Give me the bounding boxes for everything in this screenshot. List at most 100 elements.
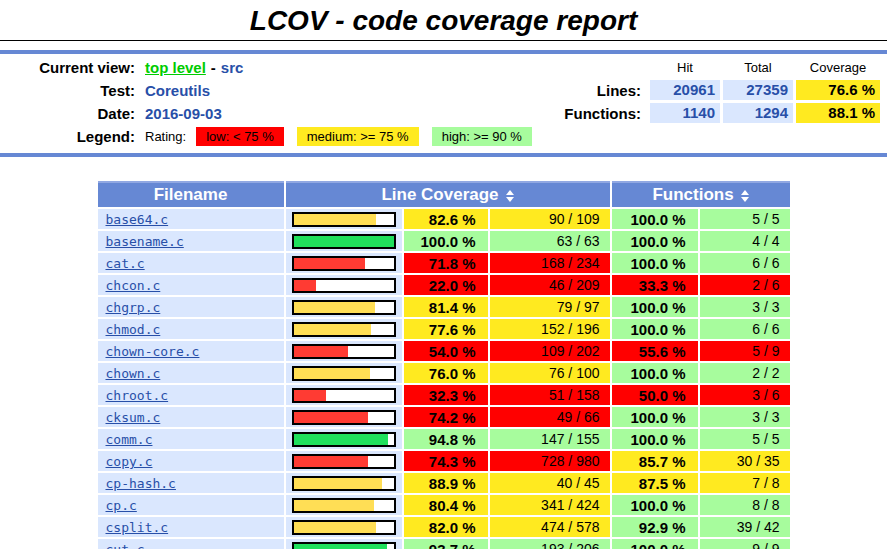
file-link[interactable]: chcon.c: [106, 278, 161, 293]
coverage-bar: [292, 366, 396, 381]
functions-percent: 100.0 %: [612, 407, 698, 427]
file-link[interactable]: copy.c: [106, 454, 153, 469]
date-label: Date:: [5, 105, 135, 122]
legend-values: Rating: low: < 75 % medium: >= 75 % high…: [135, 127, 545, 146]
sort-updown-icon[interactable]: [506, 190, 514, 202]
coverage-bar-fill: [294, 390, 326, 401]
file-link[interactable]: basename.c: [106, 234, 184, 249]
coverage-bar: [292, 542, 396, 549]
functions-percent: 100.0 %: [612, 253, 698, 273]
lines-coverage: 76.6 %: [796, 80, 880, 100]
file-link[interactable]: cp-hash.c: [106, 476, 176, 491]
coverage-bar: [292, 498, 396, 513]
test-row: Test: Coreutils: [5, 79, 545, 102]
page-title: LCOV - code coverage report: [0, 4, 887, 38]
coverage-bar: [292, 234, 396, 249]
coverage-bar: [292, 212, 396, 227]
coverage-bar: [292, 520, 396, 535]
coverage-bar-fill: [294, 522, 376, 533]
table-row: cat.c 71.8 % 168 / 234 100.0 % 6 / 6: [98, 253, 790, 273]
line-coverage-percent: 22.0 %: [404, 275, 488, 295]
coverage-bar-fill: [294, 258, 366, 269]
file-link[interactable]: chroot.c: [106, 388, 169, 403]
filename-cell: cp.c: [98, 495, 284, 515]
functions-column-header[interactable]: Functions: [612, 181, 790, 207]
coverage-bar-fill: [294, 324, 372, 335]
line-coverage-fraction: 168 / 234: [490, 253, 610, 273]
file-link[interactable]: chown.c: [106, 366, 161, 381]
line-coverage-fraction: 63 / 63: [490, 231, 610, 251]
legend-label: Legend:: [5, 128, 135, 145]
coverage-bar-cell: [286, 275, 402, 295]
coverage-bar-cell: [286, 429, 402, 449]
file-link[interactable]: base64.c: [106, 212, 169, 227]
functions-fraction: 5 / 5: [700, 429, 790, 449]
functions-fraction: 2 / 2: [700, 363, 790, 383]
test-label: Test:: [5, 82, 135, 99]
line-coverage-percent: 54.0 %: [404, 341, 488, 361]
functions-fraction: 6 / 6: [700, 253, 790, 273]
current-view-value: top level - src: [135, 59, 243, 76]
line-coverage-fraction: 193 / 206: [490, 539, 610, 549]
filename-cell: cat.c: [98, 253, 284, 273]
line-coverage-fraction: 51 / 158: [490, 385, 610, 405]
current-view-label: Current view:: [5, 59, 135, 76]
date-value: 2016-09-03: [135, 105, 222, 122]
line-coverage-column-header[interactable]: Line Coverage: [286, 181, 610, 207]
table-row: csplit.c 82.0 % 474 / 578 92.9 % 39 / 42: [98, 517, 790, 537]
table-row: cut.c 93.7 % 193 / 206 100.0 % 9 / 9: [98, 539, 790, 549]
breadcrumb-separator: -: [211, 59, 216, 76]
table-header-row: Filename Line Coverage Functions: [98, 181, 790, 207]
line-coverage-fraction: 474 / 578: [490, 517, 610, 537]
functions-percent: 100.0 %: [612, 209, 698, 229]
lines-label: Lines:: [564, 82, 647, 99]
filename-cell: chown-core.c: [98, 341, 284, 361]
file-link[interactable]: chgrp.c: [106, 300, 161, 315]
test-value: Coreutils: [135, 82, 210, 99]
coverage-bar-fill: [294, 368, 370, 379]
top-level-link[interactable]: top level: [145, 59, 206, 76]
coverage-bar: [292, 454, 396, 469]
table-row: chmod.c 77.6 % 152 / 196 100.0 % 6 / 6: [98, 319, 790, 339]
sort-updown-icon[interactable]: [741, 190, 749, 202]
line-coverage-fraction: 728 / 980: [490, 451, 610, 471]
coverage-bar-cell: [286, 297, 402, 317]
file-link[interactable]: comm.c: [106, 432, 153, 447]
filename-cell: comm.c: [98, 429, 284, 449]
coverage-bar: [292, 300, 396, 315]
coverage-bar-cell: [286, 495, 402, 515]
filename-cell: cut.c: [98, 539, 284, 549]
functions-percent: 100.0 %: [612, 319, 698, 339]
functions-fraction: 39 / 42: [700, 517, 790, 537]
line-coverage-fraction: 79 / 97: [490, 297, 610, 317]
summary-col-coverage: Coverage: [796, 60, 880, 75]
filename-cell: chroot.c: [98, 385, 284, 405]
file-link[interactable]: csplit.c: [106, 520, 169, 535]
functions-percent: 100.0 %: [612, 231, 698, 251]
coverage-bar: [292, 278, 396, 293]
coverage-bar: [292, 256, 396, 271]
functions-fraction: 8 / 8: [700, 495, 790, 515]
line-coverage-percent: 82.0 %: [404, 517, 488, 537]
line-coverage-fraction: 90 / 109: [490, 209, 610, 229]
line-coverage-fraction: 341 / 424: [490, 495, 610, 515]
coverage-bar-cell: [286, 341, 402, 361]
file-link[interactable]: cat.c: [106, 256, 145, 271]
coverage-table: Filename Line Coverage Functions base64.…: [96, 179, 792, 549]
coverage-bar-cell: [286, 363, 402, 383]
rating-label: Rating:: [145, 129, 186, 144]
file-link[interactable]: chmod.c: [106, 322, 161, 337]
file-link[interactable]: cksum.c: [106, 410, 161, 425]
functions-fraction: 3 / 3: [700, 297, 790, 317]
file-link[interactable]: cut.c: [106, 542, 145, 549]
file-link[interactable]: chown-core.c: [106, 344, 200, 359]
table-row: chown.c 76.0 % 76 / 100 100.0 % 2 / 2: [98, 363, 790, 383]
filename-cell: cksum.c: [98, 407, 284, 427]
filename-column-header: Filename: [98, 181, 284, 207]
summary-col-total: Total: [723, 60, 793, 75]
date-row: Date: 2016-09-03: [5, 102, 545, 125]
file-link[interactable]: cp.c: [106, 498, 137, 513]
filename-cell: cp-hash.c: [98, 473, 284, 493]
table-row: cksum.c 74.2 % 49 / 66 100.0 % 3 / 3: [98, 407, 790, 427]
functions-percent: 50.0 %: [612, 385, 698, 405]
